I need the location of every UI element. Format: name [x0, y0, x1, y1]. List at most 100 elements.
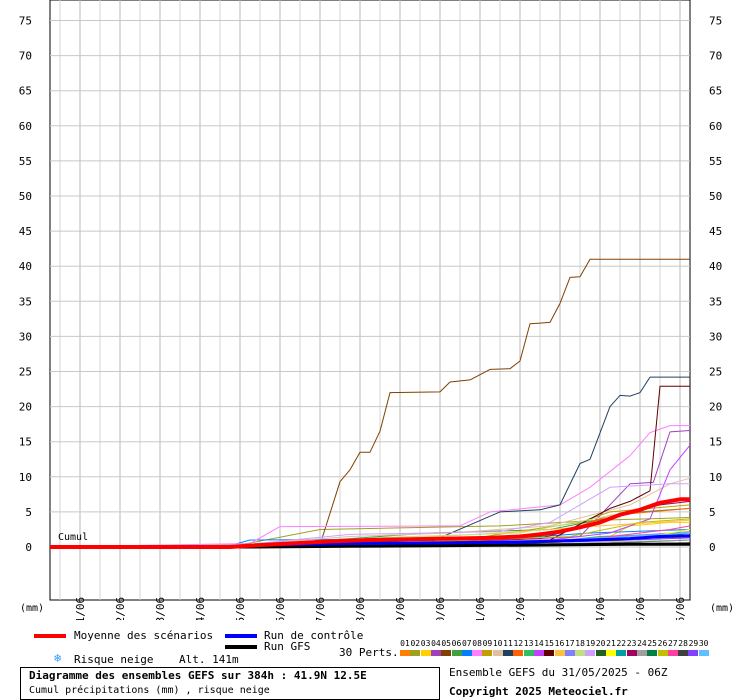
pert-color-swatch	[441, 650, 452, 656]
y-tick-label-left: 60	[19, 120, 32, 133]
altitude-label: Alt. 141m	[179, 653, 239, 666]
y-tick-label-left: 5	[25, 506, 32, 519]
info-title: Diagramme des ensembles GEFS sur 384h : …	[29, 669, 367, 682]
pert-number-label: 03	[420, 639, 431, 648]
pert-number-label: 19	[585, 639, 596, 648]
pert-number-label: 24	[637, 639, 647, 648]
pert-color-swatch	[595, 650, 606, 656]
pert-number-label: 07	[461, 639, 472, 648]
x-tick-label: 10/06	[434, 597, 447, 620]
pert-color-swatch	[667, 650, 678, 656]
x-tick-label: 12/06	[514, 597, 527, 620]
pert-color-swatch	[698, 650, 709, 656]
legend: Moyenne des scénarios Run de contrôle Ru…	[0, 626, 740, 666]
y-tick-label-right: 10	[709, 471, 722, 484]
pert-color-swatch	[430, 650, 441, 656]
y-tick-label-right: 65	[709, 85, 722, 98]
pert-number-label: 30	[698, 639, 709, 648]
pert-number-label: 25	[647, 639, 657, 648]
run-label: Ensemble GEFS du 31/05/2025 - 06Z	[449, 666, 668, 679]
pert-color-swatch	[544, 650, 555, 656]
x-tick-label: 08/06	[354, 597, 367, 620]
y-tick-label-right: 30	[709, 330, 722, 343]
legend-gfs-swatch	[225, 645, 257, 649]
y-tick-label-left: 0	[25, 541, 32, 554]
pert-color-swatch	[688, 650, 699, 656]
pert-color-swatch	[523, 650, 534, 656]
pert-color-swatch	[564, 650, 575, 656]
cumul-annotation: Cumul	[58, 532, 88, 543]
y-tick-label-right: 70	[709, 50, 722, 63]
y-tick-label-left: 30	[19, 330, 32, 343]
y-tick-label-left: 70	[19, 50, 32, 63]
x-tick-label: 15/06	[634, 597, 647, 620]
pert-number-label: 14	[534, 639, 544, 648]
pert-number-label: 06	[451, 639, 462, 648]
chart-grid	[49, 0, 691, 601]
pert-color-swatch	[461, 650, 472, 656]
y-tick-label-left: 50	[19, 190, 32, 203]
pert-number-label: 18	[575, 639, 585, 648]
x-tick-label: 02/06	[114, 597, 127, 620]
x-tick-label: 06/06	[274, 597, 287, 620]
copyright-label: Copyright 2025 Meteociel.fr	[449, 685, 628, 698]
y-tick-label-right: 5	[709, 506, 716, 519]
pert-number-label: 15	[544, 639, 554, 648]
y-tick-label-right: 25	[709, 366, 722, 379]
pert-color-swatch	[451, 650, 462, 656]
x-tick-label: 09/06	[394, 597, 407, 620]
plot-frame	[49, 0, 691, 601]
pert-number-label: 20	[595, 639, 606, 648]
y-tick-label-right: 55	[709, 155, 722, 168]
y-tick-label-right: 75	[709, 15, 722, 28]
y-tick-label-right: 0	[709, 541, 716, 554]
perts-label: 30 Perts.	[339, 646, 399, 659]
pert-color-swatch	[410, 650, 421, 656]
pert-color-swatch	[492, 650, 503, 656]
y-tick-label-left: 10	[19, 471, 32, 484]
pert-number-label: 05	[441, 639, 451, 648]
y-tick-label-left: 20	[19, 401, 32, 414]
pert-number-label: 13	[523, 639, 534, 648]
legend-mean-swatch	[34, 634, 66, 638]
pert-number-label: 28	[678, 639, 688, 648]
pert-number-label: 29	[688, 639, 699, 648]
y-tick-label-right: 35	[709, 295, 722, 308]
pert-color-swatch	[533, 650, 544, 656]
pert-number-label: 16	[554, 639, 565, 648]
legend-snow-label: Risque neige	[74, 653, 154, 666]
pert-color-swatch	[554, 650, 565, 656]
pert-number-label: 17	[564, 639, 575, 648]
pert-color-swatch	[636, 650, 647, 656]
pert-color-swatch	[503, 650, 513, 656]
y-tick-label-right: 20	[709, 401, 722, 414]
pert-number-label: 08	[472, 639, 482, 648]
pert-number-label: 27	[667, 639, 678, 648]
x-tick-label: 14/06	[594, 597, 607, 620]
pert-number-label: 10	[492, 639, 503, 648]
y-tick-label-left: 55	[19, 155, 32, 168]
info-subtitle: Cumul précipitations (mm) , risque neige	[29, 685, 270, 696]
x-tick-label: 07/06	[314, 597, 327, 620]
legend-gfs-label: Run GFS	[264, 640, 311, 653]
y-tick-label-right: 15	[709, 436, 722, 449]
pert-number-label: 11	[503, 639, 513, 648]
pert-number-label: 12	[513, 639, 524, 648]
perturbation-legend: 01 02 03 04 05 06 07 08 09 10 11 12 13 14 15 16 17 18 19 20…	[400, 639, 710, 659]
pert-color-swatch	[647, 650, 658, 656]
pert-number-label: 02	[410, 639, 421, 648]
pert-number-label: 22	[616, 639, 627, 648]
y-tick-label-left: 45	[19, 225, 32, 238]
y-tick-label-right: 40	[709, 260, 722, 273]
legend-control-swatch	[225, 634, 257, 638]
series-line-moyenne-des-sc-narios	[50, 497, 690, 549]
pert-color-swatch	[472, 650, 483, 656]
pert-color-swatch	[585, 650, 596, 656]
y-tick-label-left: 35	[19, 295, 32, 308]
pert-color-swatch	[400, 650, 410, 656]
x-tick-label: 13/06	[554, 597, 567, 620]
y-tick-label-left: 40	[19, 260, 32, 273]
pert-number-label: 04	[431, 639, 441, 648]
